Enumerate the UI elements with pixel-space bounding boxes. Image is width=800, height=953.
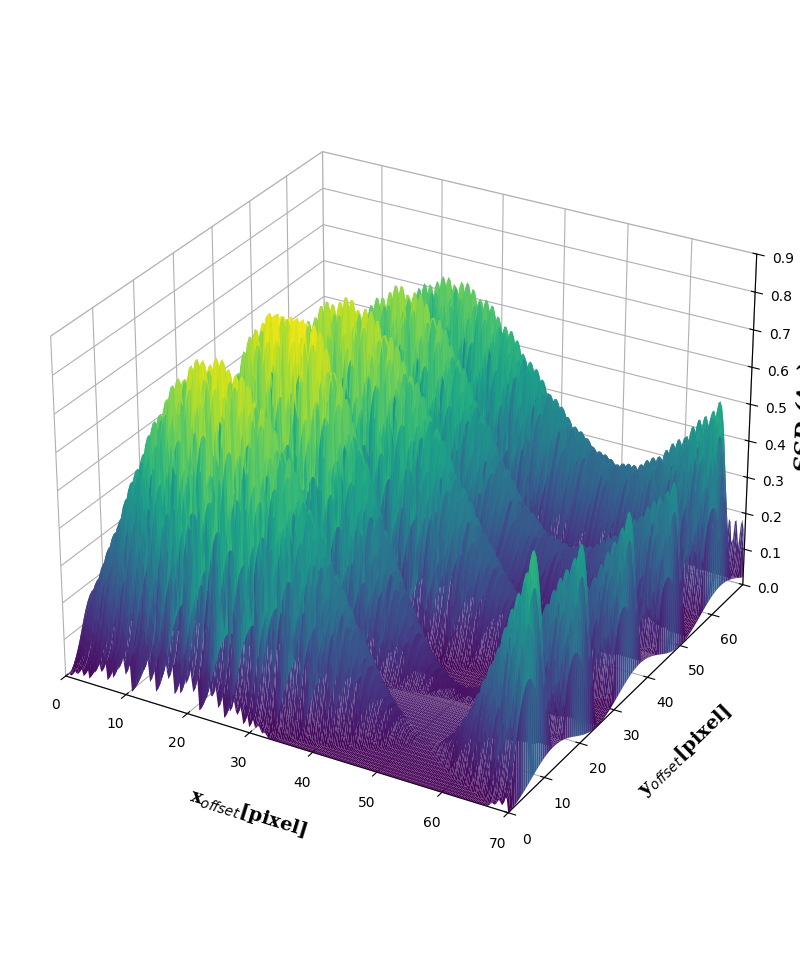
Y-axis label: y$_{offset}$[pixel]: y$_{offset}$[pixel] — [634, 700, 736, 800]
X-axis label: x$_{offset}$[pixel]: x$_{offset}$[pixel] — [187, 784, 310, 841]
